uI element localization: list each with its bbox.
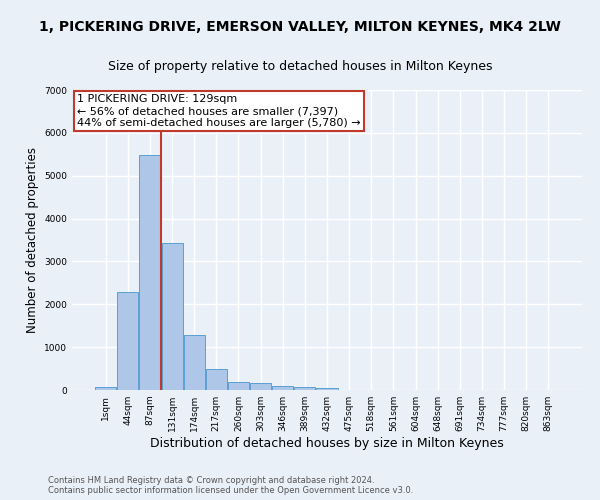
Bar [250,384,271,390]
Text: 1, PICKERING DRIVE, EMERSON VALLEY, MILTON KEYNES, MK4 2LW: 1, PICKERING DRIVE, EMERSON VALLEY, MILT… [39,20,561,34]
Text: 1 PICKERING DRIVE: 129sqm
← 56% of detached houses are smaller (7,397)
44% of se: 1 PICKERING DRIVE: 129sqm ← 56% of detac… [77,94,361,128]
Bar [139,154,160,390]
X-axis label: Distribution of detached houses by size in Milton Keynes: Distribution of detached houses by size … [150,437,504,450]
Bar [161,244,182,390]
Bar [184,334,205,390]
Bar [316,388,338,390]
Bar [295,387,316,390]
Bar [228,382,249,390]
Bar [95,387,116,390]
Bar [118,292,139,390]
Bar [206,369,227,390]
Text: Contains HM Land Registry data © Crown copyright and database right 2024.
Contai: Contains HM Land Registry data © Crown c… [48,476,413,495]
Bar [272,386,293,390]
Y-axis label: Number of detached properties: Number of detached properties [26,147,38,333]
Text: Size of property relative to detached houses in Milton Keynes: Size of property relative to detached ho… [108,60,492,73]
